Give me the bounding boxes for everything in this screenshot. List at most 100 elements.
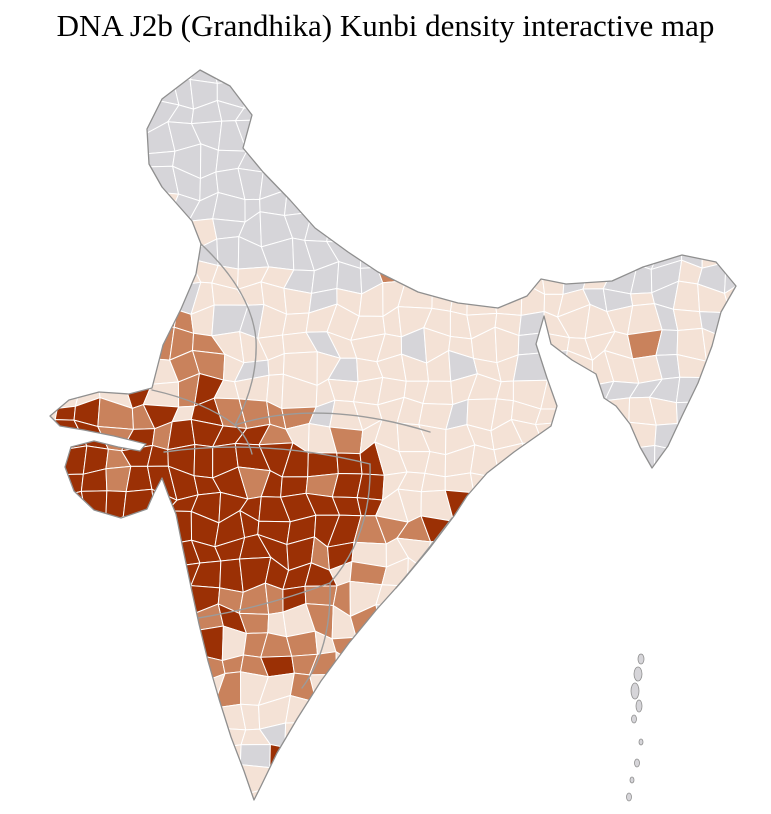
district-cell[interactable]	[499, 726, 516, 747]
district-cell[interactable]	[487, 582, 521, 616]
district-cell[interactable]	[701, 104, 729, 126]
district-cell[interactable]	[558, 545, 586, 572]
district-cell[interactable]	[726, 6, 753, 35]
district-cell[interactable]	[336, 452, 363, 475]
district-cell[interactable]	[512, 34, 545, 63]
district-cell[interactable]	[718, 398, 754, 432]
district-cell[interactable]	[11, 495, 37, 524]
district-cell[interactable]	[375, 584, 408, 607]
district-cell[interactable]	[328, 194, 361, 224]
district-cell[interactable]	[127, 287, 147, 317]
district-cell[interactable]	[657, 104, 682, 133]
district-cell[interactable]	[5, 241, 37, 268]
district-cell[interactable]	[266, 119, 294, 150]
district-cell[interactable]	[511, 694, 539, 729]
district-cell[interactable]	[243, 74, 270, 109]
district-cell[interactable]	[283, 188, 313, 217]
district-cell[interactable]	[0, 513, 17, 545]
district-cell[interactable]	[0, 695, 13, 728]
district-cell[interactable]	[517, 332, 546, 356]
district-cell[interactable]	[746, 746, 770, 776]
district-cell[interactable]	[128, 8, 147, 38]
district-cell[interactable]	[469, 765, 501, 798]
district-cell[interactable]	[75, 267, 110, 291]
district-cell[interactable]	[51, 9, 77, 38]
district-cell[interactable]	[37, 556, 59, 592]
district-cell[interactable]	[79, 745, 105, 774]
district-cell[interactable]	[97, 169, 127, 203]
district-cell[interactable]	[540, 10, 565, 38]
district-cell[interactable]	[680, 607, 702, 631]
district-cell[interactable]	[717, 748, 751, 771]
district-cell[interactable]	[31, 191, 58, 218]
district-cell[interactable]	[474, 581, 489, 611]
district-cell[interactable]	[358, 749, 386, 778]
district-cell[interactable]	[133, 0, 146, 8]
district-cell[interactable]	[556, 768, 585, 790]
district-cell[interactable]	[6, 381, 37, 403]
district-cell[interactable]	[766, 515, 771, 547]
district-cell[interactable]	[31, 608, 55, 637]
district-cell[interactable]	[610, 512, 638, 544]
district-cell[interactable]	[695, 6, 730, 34]
district-cell[interactable]	[6, 12, 37, 33]
district-cell[interactable]	[33, 261, 52, 295]
district-cell[interactable]	[420, 787, 448, 814]
district-cell[interactable]	[698, 628, 728, 664]
district-cell[interactable]	[724, 535, 753, 570]
district-cell[interactable]	[452, 259, 476, 285]
district-cell[interactable]	[624, 75, 661, 109]
district-cell[interactable]	[581, 165, 604, 195]
district-cell[interactable]	[766, 586, 771, 610]
district-cell[interactable]	[335, 700, 362, 724]
district-cell[interactable]	[308, 740, 339, 771]
district-cell[interactable]	[469, 745, 501, 769]
district-cell[interactable]	[122, 628, 151, 658]
district-cell[interactable]	[286, 0, 316, 16]
district-cell[interactable]	[745, 629, 771, 657]
district-cell[interactable]	[399, 581, 434, 610]
district-cell[interactable]	[5, 631, 41, 660]
district-cell[interactable]	[98, 747, 127, 774]
district-cell[interactable]	[649, 674, 680, 708]
district-cell[interactable]	[557, 469, 589, 498]
district-cell[interactable]	[103, 8, 133, 38]
district-cell[interactable]	[654, 33, 677, 60]
district-cell[interactable]	[697, 166, 727, 194]
district-cell[interactable]	[289, 31, 314, 60]
district-cell[interactable]	[701, 233, 727, 269]
district-cell[interactable]	[280, 79, 313, 107]
district-cell[interactable]	[766, 359, 771, 380]
district-cell[interactable]	[329, 37, 362, 57]
district-cell[interactable]	[285, 694, 318, 724]
district-cell[interactable]	[75, 697, 111, 724]
district-cell[interactable]	[580, 788, 615, 814]
district-cell[interactable]	[498, 626, 522, 661]
district-cell[interactable]	[77, 649, 107, 680]
district-cell[interactable]	[626, 787, 660, 814]
district-cell[interactable]	[475, 196, 497, 224]
district-cell[interactable]	[120, 240, 146, 268]
district-cell[interactable]	[697, 122, 729, 149]
district-cell[interactable]	[443, 728, 475, 755]
district-cell[interactable]	[764, 9, 771, 39]
district-cell[interactable]	[441, 213, 478, 245]
district-cell[interactable]	[308, 720, 338, 753]
district-cell[interactable]	[581, 659, 613, 677]
district-cell[interactable]	[626, 128, 659, 148]
district-cell[interactable]	[604, 10, 635, 41]
district-cell[interactable]	[676, 213, 704, 246]
district-cell[interactable]	[604, 696, 635, 728]
district-cell[interactable]	[698, 514, 730, 548]
district-cell[interactable]	[729, 304, 746, 342]
district-cell[interactable]	[36, 142, 61, 177]
district-cell[interactable]	[10, 676, 34, 704]
district-cell[interactable]	[400, 102, 432, 130]
district-cell[interactable]	[533, 141, 565, 175]
district-cell[interactable]	[34, 95, 62, 134]
district-cell[interactable]	[721, 213, 753, 240]
district-cell[interactable]	[281, 312, 310, 336]
district-cell[interactable]	[52, 768, 84, 801]
district-cell[interactable]	[580, 587, 614, 617]
district-cell[interactable]	[493, 54, 517, 88]
